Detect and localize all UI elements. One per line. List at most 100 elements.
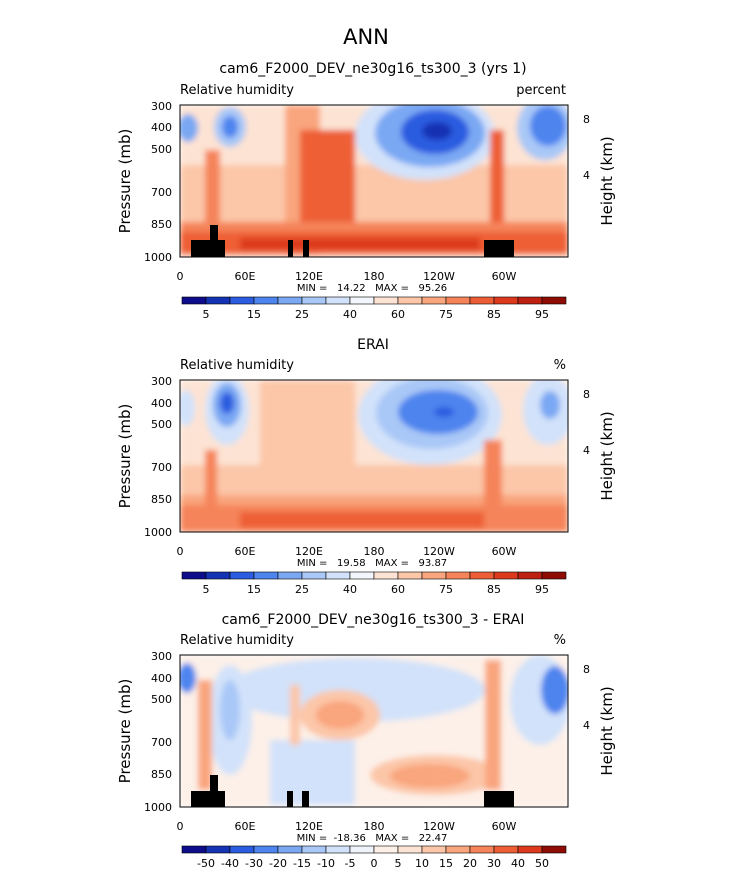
colorbar-swatch [469, 845, 495, 854]
colorbar-swatch [301, 296, 327, 305]
height-tick-label: 4 [583, 719, 590, 732]
colorbar-label: -50 [197, 857, 215, 870]
panel-2-left-label: Relative humidity [180, 358, 294, 373]
colorbar-swatch [517, 571, 543, 580]
height-tick-label: 8 [583, 388, 590, 401]
colorbar-swatch [469, 571, 495, 580]
colorbar-label: -30 [245, 857, 263, 870]
x-tick-label: 120E [295, 270, 323, 283]
x-tick-label: 0 [177, 545, 184, 558]
colorbar-label: 40 [343, 308, 357, 321]
y-tick-label: 700 [151, 461, 172, 474]
figure-title: ANN [343, 25, 389, 49]
panel-1-frame [179, 104, 569, 258]
colorbar-swatches [181, 296, 567, 305]
colorbar-swatch [229, 571, 255, 580]
colorbar-label: 50 [535, 857, 549, 870]
colorbar-label: 20 [463, 857, 477, 870]
colorbar-swatch [541, 845, 567, 854]
colorbar-swatch [493, 296, 519, 305]
x-tick-label: 60W [492, 270, 517, 283]
colorbar-swatch [397, 845, 423, 854]
height-axis-label: Height (km) [598, 136, 616, 225]
height-tick-label: 4 [583, 169, 590, 182]
colorbar-label: 40 [511, 857, 525, 870]
colorbar-swatches [181, 571, 567, 580]
colorbar-label: 5 [203, 583, 210, 596]
colorbar-label: 85 [487, 583, 501, 596]
height-tick-label: 4 [583, 444, 590, 457]
colorbar-label: 25 [295, 583, 309, 596]
colorbar-label: -5 [345, 857, 356, 870]
colorbar-swatch [445, 571, 471, 580]
land-mask [484, 240, 514, 257]
x-tick-label: 120W [423, 820, 455, 833]
panel-1-colorbar: 5 15 25 40 60 75 85 95 [181, 296, 567, 321]
colorbar-label: 15 [439, 857, 453, 870]
colorbar-swatch [205, 296, 231, 305]
x-tick-label: 180 [364, 820, 385, 833]
colorbar-label: 85 [487, 308, 501, 321]
colorbar-swatch [445, 845, 471, 854]
colorbar-swatch [325, 571, 351, 580]
x-tick-label: 60E [235, 545, 256, 558]
y-tick-label: 850 [151, 493, 172, 506]
colorbar-swatch [373, 845, 399, 854]
colorbar-swatch [253, 296, 279, 305]
panel-2-stats: MIN = 19.58 MAX = 93.87 [297, 558, 447, 569]
colorbar-swatch [301, 571, 327, 580]
land-mask [191, 791, 225, 807]
colorbar-swatch [325, 296, 351, 305]
colorbar-label: -20 [269, 857, 287, 870]
colorbar-swatch [397, 571, 423, 580]
land-mask [303, 240, 309, 257]
panel-3-colorbar: -50 -40 -30 -20 -15 -10 -5 0 5 10 15 20 … [181, 845, 567, 870]
panel-1-stats: MIN = 14.22 MAX = 95.26 [297, 283, 447, 294]
y-tick-label: 1000 [144, 251, 172, 264]
land-mask [288, 240, 293, 257]
x-tick-label: 60W [492, 820, 517, 833]
colorbar-swatch [277, 571, 303, 580]
colorbar-swatch [373, 571, 399, 580]
x-tick-label: 180 [364, 545, 385, 558]
y-tick-label: 850 [151, 218, 172, 231]
colorbar-swatch [493, 845, 519, 854]
colorbar-swatch [373, 296, 399, 305]
y-tick-label: 1000 [144, 526, 172, 539]
colorbar-swatch [229, 296, 255, 305]
panel-1: cam6_F2000_DEV_ne30g16_ts300_3 (yrs 1) R… [116, 61, 616, 321]
colorbar-swatch [541, 296, 567, 305]
colorbar-label: -10 [317, 857, 335, 870]
colorbar-label: -15 [293, 857, 311, 870]
panel-1-plot-area [179, 104, 569, 258]
panel-3-left-label: Relative humidity [180, 633, 294, 648]
land-mask [191, 240, 225, 257]
panel-2: ERAI Relative humidity % [116, 337, 616, 596]
panel-2-title: ERAI [357, 337, 389, 353]
colorbar-swatch [253, 845, 279, 854]
colorbar-swatches [181, 845, 567, 854]
colorbar-swatch [181, 296, 207, 305]
y-tick-label: 500 [151, 418, 172, 431]
y-tick-label: 300 [151, 100, 172, 113]
colorbar-label: 75 [439, 308, 453, 321]
colorbar-label: 60 [391, 583, 405, 596]
x-tick-label: 60E [235, 270, 256, 283]
height-axis-label: Height (km) [598, 686, 616, 775]
colorbar-label: 60 [391, 308, 405, 321]
colorbar-swatch [229, 845, 255, 854]
y-tick-label: 1000 [144, 801, 172, 814]
land-mask [287, 791, 293, 807]
y-tick-label: 300 [151, 375, 172, 388]
colorbar-label: -40 [221, 857, 239, 870]
colorbar-label: 40 [343, 583, 357, 596]
x-tick-label: 180 [364, 270, 385, 283]
y-tick-label: 700 [151, 186, 172, 199]
colorbar-swatch [397, 296, 423, 305]
colorbar-swatch [421, 571, 447, 580]
y-tick-label: 500 [151, 693, 172, 706]
y-tick-label: 500 [151, 143, 172, 156]
x-tick-label: 60E [235, 820, 256, 833]
colorbar-label: 5 [203, 308, 210, 321]
colorbar-swatch [421, 845, 447, 854]
